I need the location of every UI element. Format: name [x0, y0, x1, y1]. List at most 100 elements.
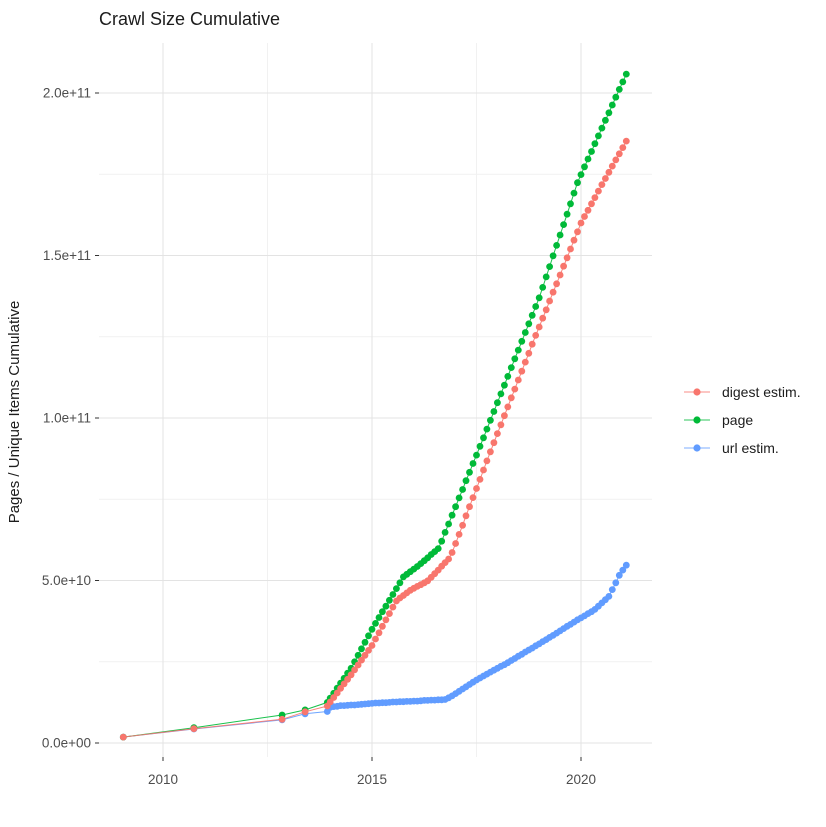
axis-ticks-and-labels: 2010 2015 2020 0.0e+00 5.0e+10 1.0e+11 1.5e+11… [42, 86, 596, 788]
data-point-page [570, 189, 578, 197]
x-tick-label: 2010 [148, 772, 178, 787]
data-point-digest-estim [382, 616, 390, 624]
data-point-page [525, 320, 533, 328]
data-point-digest-estim [351, 666, 358, 674]
data-point-digest-estim [591, 194, 599, 202]
data-point-digest-estim [483, 457, 491, 465]
data-point-digest-estim [190, 725, 198, 733]
data-point-digest-estim [556, 271, 564, 279]
data-point-digest-estim [542, 306, 550, 314]
data-point-page [577, 171, 585, 179]
data-point-digest-estim [605, 168, 613, 176]
data-point-page [469, 460, 477, 467]
data-point-page [556, 231, 564, 239]
legend-key-point [693, 388, 701, 396]
data-point-page [476, 442, 484, 450]
data-point-page [358, 645, 365, 653]
data-point-page [365, 632, 372, 640]
data-point-page [615, 86, 623, 93]
data-point-page [528, 311, 536, 319]
data-point-page [466, 468, 473, 476]
data-point-page [563, 210, 571, 218]
data-series [119, 70, 630, 741]
data-point-digest-estim [473, 485, 480, 492]
data-point-page [441, 529, 449, 536]
data-point-digest-estim [504, 403, 512, 411]
data-point-page [459, 486, 466, 493]
series-line-digest-estim [123, 140, 627, 738]
y-tick-label: 2.0e+11 [43, 86, 91, 101]
data-point-page [619, 78, 627, 86]
data-point-digest-estim [490, 439, 498, 447]
data-point-digest-estim [365, 647, 372, 654]
data-point-digest-estim [469, 494, 477, 501]
data-point-digest-estim [584, 206, 592, 214]
data-point-page [483, 425, 491, 433]
data-point-digest-estim [480, 466, 487, 474]
gridlines-minor [99, 43, 652, 757]
data-point-page [372, 620, 379, 627]
data-point-digest-estim [560, 262, 567, 270]
data-point-digest-estim [476, 476, 484, 483]
data-point-page [514, 346, 522, 354]
data-point-digest-estim [574, 228, 581, 236]
data-point-digest-estim [608, 162, 616, 170]
data-point-digest-estim [514, 376, 522, 384]
data-point-page [591, 140, 599, 148]
data-point-digest-estim [622, 137, 630, 145]
data-point-page [375, 614, 383, 621]
data-point-page [462, 477, 470, 485]
data-point-digest-estim [368, 642, 376, 649]
data-point-page [612, 93, 620, 101]
data-point-page [602, 116, 609, 124]
legend-item-label: page [722, 412, 753, 428]
series-line-url-estim [123, 564, 627, 738]
data-point-digest-estim [347, 671, 355, 679]
data-point-digest-estim [389, 603, 397, 611]
data-point-page [511, 355, 519, 363]
data-point-page [490, 408, 498, 415]
legend-item-label: url estim. [722, 440, 779, 456]
data-point-digest-estim [497, 421, 505, 429]
data-point-digest-estim [553, 280, 560, 288]
legend-item-label: digest estim. [722, 384, 801, 400]
data-point-page [438, 537, 446, 545]
data-point-page [608, 101, 616, 109]
legend: digest estim. page url estim. [684, 384, 801, 456]
data-point-page [521, 329, 529, 336]
data-point-url-estim [605, 593, 613, 600]
data-point-url-estim [619, 566, 627, 574]
data-point-page [605, 109, 613, 117]
data-point-page [497, 390, 505, 398]
data-point-digest-estim [549, 288, 557, 296]
data-point-digest-estim [511, 385, 519, 393]
data-point-digest-estim [602, 175, 609, 182]
data-point-page [588, 148, 595, 155]
y-axis-title: Pages / Unique Items Cumulative [6, 301, 23, 524]
data-point-digest-estim [358, 656, 365, 664]
data-point-url-estim [615, 571, 623, 579]
data-point-page [518, 337, 526, 345]
data-point-digest-estim [386, 610, 393, 617]
data-point-page [448, 511, 456, 519]
chart-title: Crawl Size Cumulative [99, 9, 280, 29]
data-point-page [386, 596, 393, 604]
data-point-page [549, 252, 557, 260]
y-tick-label: 1.5e+11 [43, 248, 91, 263]
data-point-url-estim [612, 579, 620, 587]
data-point-digest-estim [448, 549, 456, 556]
data-point-digest-estim [563, 254, 571, 262]
data-point-digest-estim [535, 323, 543, 331]
data-point-page [581, 163, 588, 171]
data-point-digest-estim [528, 340, 536, 348]
data-point-page [567, 200, 574, 208]
x-tick-label: 2015 [357, 772, 387, 787]
data-point-digest-estim [532, 332, 540, 339]
data-point-digest-estim [455, 531, 463, 538]
data-point-digest-estim [445, 555, 452, 563]
data-point-page [535, 294, 543, 302]
y-tick-label: 0.0e+00 [42, 736, 91, 751]
data-point-digest-estim [588, 200, 595, 208]
